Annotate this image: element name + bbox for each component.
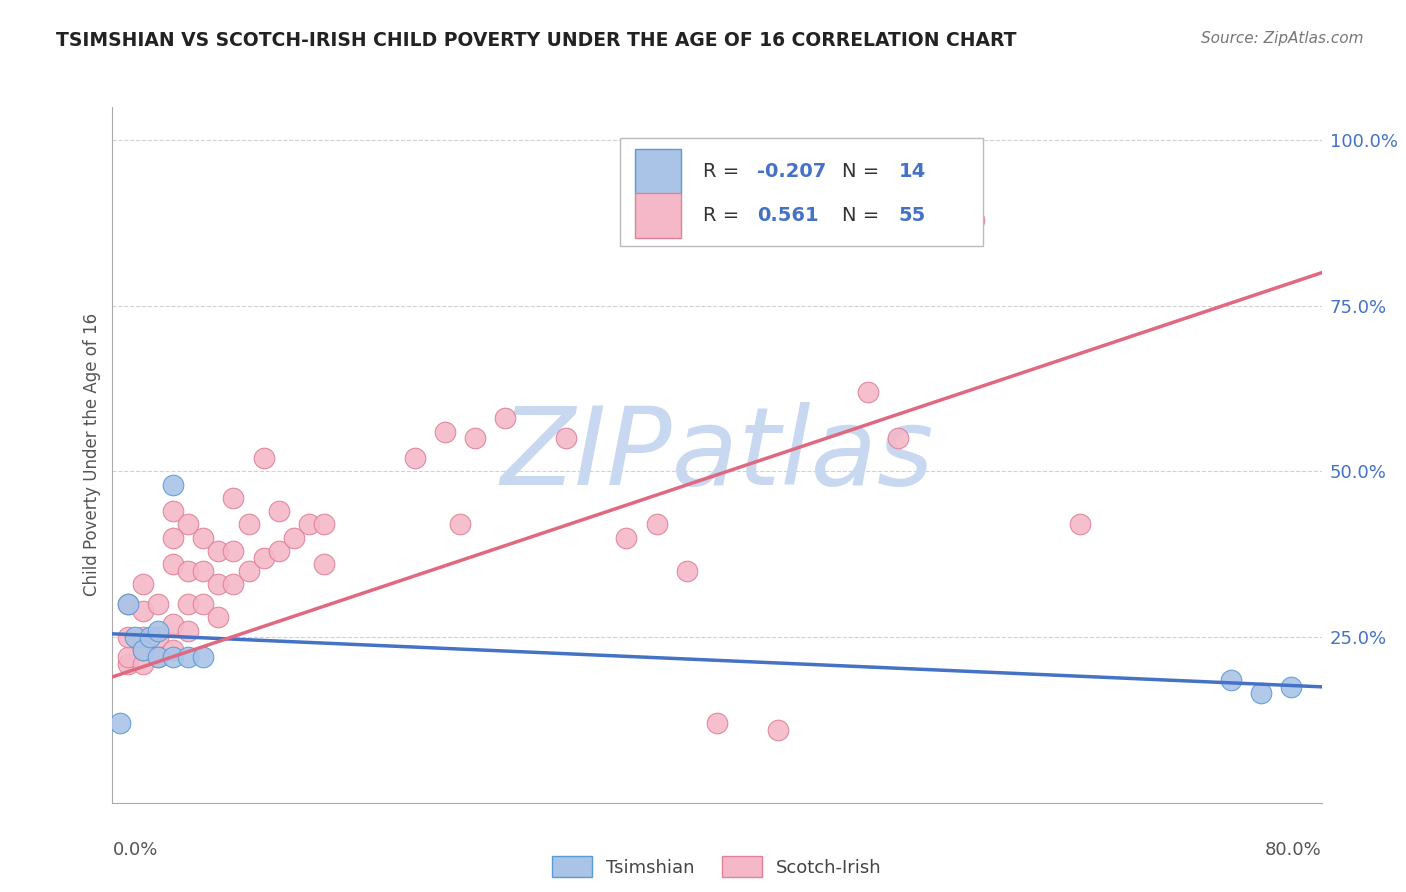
FancyBboxPatch shape	[636, 193, 681, 238]
Point	[162, 616, 184, 631]
Point	[117, 630, 139, 644]
Point	[124, 630, 146, 644]
Point	[404, 451, 426, 466]
Point	[132, 577, 155, 591]
Point	[963, 212, 986, 227]
Point	[314, 517, 336, 532]
Point	[207, 610, 229, 624]
Point	[146, 650, 169, 665]
Point	[887, 431, 910, 445]
Point	[616, 531, 638, 545]
Point	[146, 597, 169, 611]
Point	[146, 624, 169, 638]
Point	[253, 451, 276, 466]
Point	[162, 477, 184, 491]
Point	[177, 650, 200, 665]
Point	[222, 544, 245, 558]
Text: -0.207: -0.207	[756, 161, 827, 181]
Point	[298, 517, 321, 532]
Text: R =: R =	[703, 161, 745, 181]
Point	[132, 657, 155, 671]
Point	[191, 597, 214, 611]
Text: R =: R =	[703, 206, 745, 225]
Text: 55: 55	[898, 206, 925, 225]
Point	[554, 431, 576, 445]
Point	[117, 650, 139, 665]
Point	[132, 643, 155, 657]
Text: TSIMSHIAN VS SCOTCH-IRISH CHILD POVERTY UNDER THE AGE OF 16 CORRELATION CHART: TSIMSHIAN VS SCOTCH-IRISH CHILD POVERTY …	[56, 31, 1017, 50]
Text: N =: N =	[842, 206, 886, 225]
Point	[238, 517, 260, 532]
Point	[464, 431, 486, 445]
Point	[314, 558, 336, 572]
Point	[1069, 517, 1091, 532]
Point	[207, 577, 229, 591]
Point	[132, 643, 155, 657]
Point	[108, 716, 131, 731]
Text: 80.0%: 80.0%	[1265, 841, 1322, 859]
Point	[766, 723, 789, 737]
Point	[1279, 680, 1302, 694]
FancyBboxPatch shape	[620, 138, 983, 246]
Point	[856, 384, 880, 399]
Point	[162, 531, 184, 545]
Point	[706, 716, 728, 731]
FancyBboxPatch shape	[636, 149, 681, 194]
Point	[191, 650, 214, 665]
Point	[433, 425, 456, 439]
Point	[117, 657, 139, 671]
Point	[238, 564, 260, 578]
Y-axis label: Child Poverty Under the Age of 16: Child Poverty Under the Age of 16	[83, 313, 101, 597]
Point	[191, 564, 214, 578]
Point	[207, 544, 229, 558]
Point	[191, 531, 214, 545]
Point	[146, 630, 169, 644]
Point	[162, 643, 184, 657]
Point	[267, 504, 290, 518]
Point	[222, 491, 245, 505]
Text: Source: ZipAtlas.com: Source: ZipAtlas.com	[1201, 31, 1364, 46]
Text: ZIPatlas: ZIPatlas	[501, 402, 934, 508]
Point	[222, 577, 245, 591]
Text: 0.561: 0.561	[756, 206, 818, 225]
Point	[117, 597, 139, 611]
Text: 14: 14	[898, 161, 925, 181]
Text: N =: N =	[842, 161, 886, 181]
Point	[132, 604, 155, 618]
Point	[162, 650, 184, 665]
Point	[177, 624, 200, 638]
Text: 0.0%: 0.0%	[112, 841, 157, 859]
Point	[645, 517, 668, 532]
Point	[177, 517, 200, 532]
Point	[449, 517, 471, 532]
Point	[117, 597, 139, 611]
Point	[283, 531, 305, 545]
Point	[1220, 673, 1243, 688]
Point	[495, 411, 517, 425]
Point	[162, 558, 184, 572]
Point	[132, 630, 155, 644]
Point	[146, 650, 169, 665]
Legend: Tsimshian, Scotch-Irish: Tsimshian, Scotch-Irish	[546, 849, 889, 884]
Point	[177, 564, 200, 578]
Point	[1250, 686, 1272, 700]
Point	[162, 504, 184, 518]
Point	[253, 550, 276, 565]
Point	[177, 597, 200, 611]
Point	[139, 630, 162, 644]
Point	[267, 544, 290, 558]
Point	[675, 564, 697, 578]
